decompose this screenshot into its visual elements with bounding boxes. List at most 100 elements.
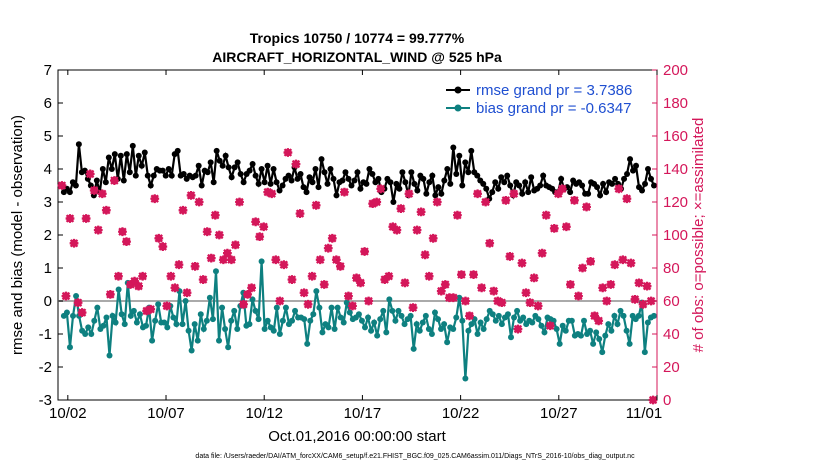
- rmse-point: [144, 172, 151, 179]
- rmse-point: [579, 182, 586, 189]
- obs-assimilated-point: [101, 205, 111, 215]
- rmse-point: [399, 169, 406, 176]
- bias-point: [182, 298, 189, 304]
- obs-assimilated-point: [352, 273, 361, 283]
- obs-assimilated-point: [561, 222, 571, 232]
- rmse-point: [507, 182, 514, 189]
- obs-assimilated-point: [222, 248, 232, 258]
- obs-assimilated-point: [348, 301, 357, 311]
- obs-assimilated-point: [142, 306, 152, 316]
- obs-assimilated-point: [457, 270, 466, 279]
- rmse-point: [213, 147, 220, 154]
- obs-assimilated-point: [529, 273, 539, 283]
- rmse-point: [207, 159, 214, 166]
- rmse-point: [240, 179, 247, 186]
- rmse-point: [165, 166, 172, 172]
- obs-assimilated-point: [420, 250, 430, 260]
- obs-assimilated-point: [545, 321, 555, 331]
- rmse-point: [594, 184, 601, 191]
- bias-point: [70, 312, 77, 319]
- bias-point: [289, 317, 296, 324]
- bias-point: [194, 337, 201, 344]
- obs-assimilated-point: [501, 195, 511, 205]
- bias-point: [340, 319, 347, 326]
- obs-assimilated-point: [150, 194, 160, 204]
- rmse-point: [357, 185, 364, 192]
- obs-assimilated-point: [392, 225, 402, 235]
- bias-point: [279, 317, 286, 324]
- rmse-point: [225, 164, 232, 171]
- bias-point: [492, 317, 499, 324]
- rmse-point: [300, 184, 307, 191]
- rmse-point: [252, 172, 259, 179]
- bias-point: [173, 321, 180, 328]
- legend-bias-marker: [454, 104, 462, 112]
- obs-assimilated-point: [182, 288, 192, 298]
- rmse-point: [423, 190, 430, 197]
- left-tick-label: 5: [44, 128, 52, 145]
- bias-point: [431, 309, 438, 316]
- obs-assimilated-point: [553, 189, 563, 199]
- rmse-point: [390, 199, 397, 205]
- x-tick-label: 10/02: [49, 405, 87, 422]
- rmse-point: [216, 157, 223, 164]
- bias-point: [362, 324, 369, 331]
- rmse-point: [81, 167, 88, 174]
- rmse-point: [450, 144, 457, 151]
- rmse-point: [393, 180, 400, 187]
- obs-assimilated-point: [408, 303, 418, 312]
- obs-assimilated-point: [428, 233, 438, 243]
- obs-assimilated-point: [634, 278, 644, 288]
- rmse-point: [276, 187, 283, 194]
- obs-assimilated-point: [646, 296, 656, 306]
- obs-assimilated-point: [489, 286, 499, 296]
- bias-point: [109, 312, 116, 319]
- obs-assimilated-point: [517, 258, 527, 268]
- rmse-point: [468, 147, 475, 154]
- rmse-point: [420, 175, 427, 182]
- obs-assimilated-point: [533, 301, 543, 311]
- bias-point: [626, 340, 633, 347]
- right-tick-label: 160: [663, 128, 688, 145]
- rmse-point: [444, 166, 451, 172]
- x-tick-label: 10/12: [245, 405, 283, 422]
- rmse-point: [351, 177, 358, 184]
- bias-point: [118, 311, 125, 318]
- obs-assimilated-point: [344, 291, 353, 301]
- bias-point: [593, 329, 600, 336]
- rmse-point: [642, 180, 649, 187]
- bias-point: [91, 317, 98, 324]
- bias-point: [343, 299, 350, 306]
- obs-assimilated-point: [372, 197, 382, 207]
- bias-point: [428, 331, 435, 337]
- rmse-point: [585, 190, 592, 197]
- right-tick-label: 140: [663, 161, 688, 178]
- rmse-point: [492, 179, 499, 186]
- obs-assimilated-point: [214, 230, 224, 240]
- obs-assimilated-point: [376, 184, 386, 194]
- bias-point: [346, 309, 353, 316]
- bias-point: [386, 296, 393, 303]
- obs-assimilated-point: [198, 275, 208, 284]
- bias-point: [85, 324, 92, 331]
- bias-point: [273, 304, 280, 311]
- rmse-point: [522, 179, 529, 186]
- bias-point: [319, 329, 326, 336]
- bias-point: [225, 344, 232, 351]
- rmse-point: [123, 151, 130, 158]
- right-tick-label: 20: [663, 359, 680, 376]
- obs-assimilated-point: [247, 283, 256, 293]
- obs-assimilated-point: [210, 210, 220, 220]
- obs-assimilated-point: [368, 199, 378, 209]
- rmse-point: [261, 179, 268, 186]
- bias-point: [206, 294, 213, 301]
- bias-point: [88, 331, 95, 337]
- rmse-point: [519, 190, 526, 197]
- bias-point: [209, 316, 216, 323]
- rmse-point: [321, 169, 328, 176]
- obs-assimilated-point: [319, 280, 329, 289]
- rmse-point: [159, 167, 166, 174]
- obs-assimilated-point: [105, 290, 115, 299]
- rmse-point: [603, 189, 610, 196]
- obs-assimilated-point: [251, 217, 261, 227]
